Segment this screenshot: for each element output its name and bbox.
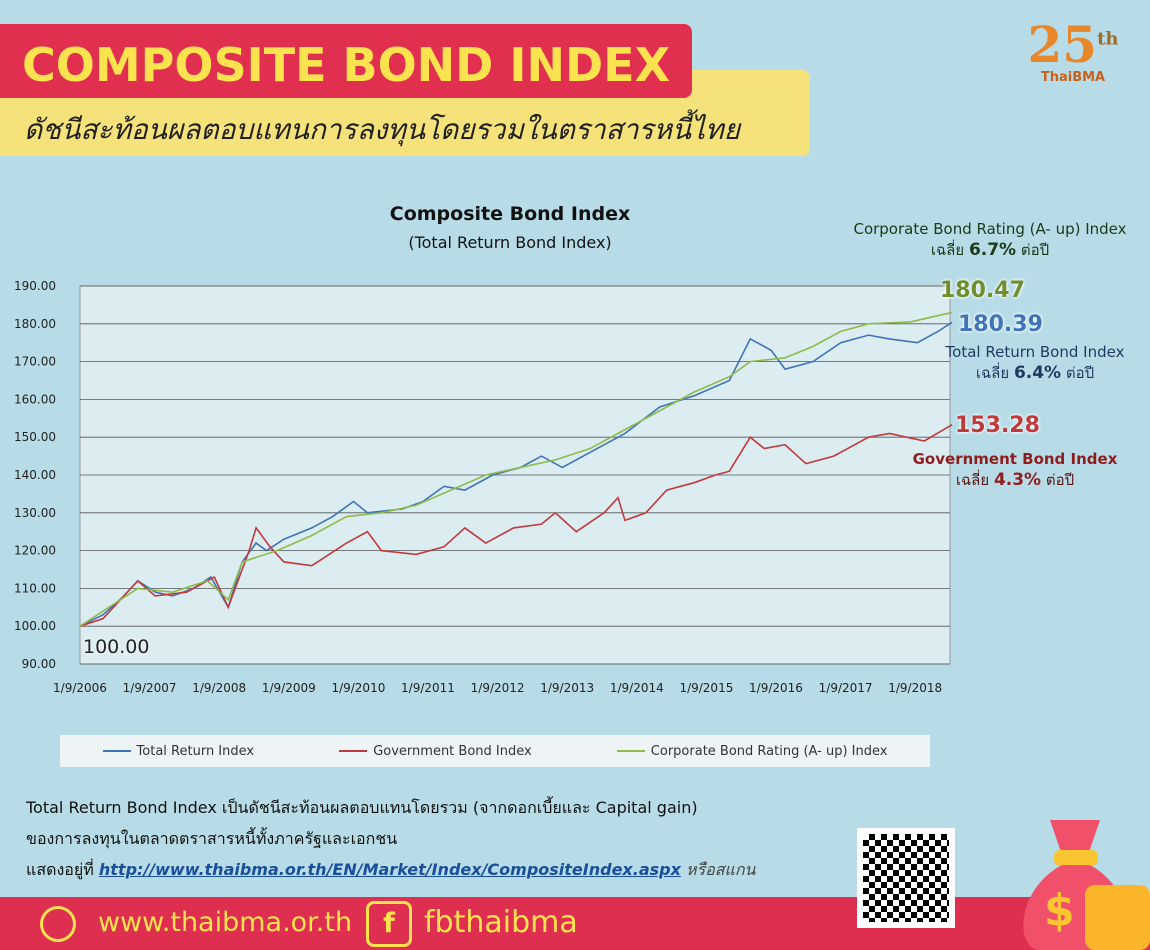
footer-bar: www.thaibma.or.th f fbthaibma xyxy=(0,897,1150,950)
corp-annotation: Corporate Bond Rating (A- up) Index เฉลี… xyxy=(853,220,1127,260)
total-annotation: Total Return Bond Index เฉลี่ย 6.4% ต่อป… xyxy=(945,343,1125,383)
chart-legend: Total Return Index Government Bond Index… xyxy=(60,735,930,767)
facebook-icon: f xyxy=(366,901,412,947)
x-tick-label: 1/9/2013 xyxy=(540,681,594,695)
title-banner: COMPOSITE BOND INDEX xyxy=(0,24,692,98)
chart-title: Composite Bond Index xyxy=(389,203,631,225)
legend-corp: Corporate Bond Rating (A- up) Index xyxy=(616,744,887,759)
x-tick-label: 1/9/2006 xyxy=(53,681,107,695)
legend-gov: Government Bond Index xyxy=(339,744,532,759)
y-tick-label: 150.00 xyxy=(14,430,56,444)
facebook-link[interactable]: fbthaibma xyxy=(424,905,578,940)
y-tick-label: 190.00 xyxy=(14,279,56,293)
y-tick-label: 170.00 xyxy=(14,355,56,369)
x-tick-label: 1/9/2016 xyxy=(749,681,803,695)
x-tick-label: 1/9/2018 xyxy=(888,681,942,695)
gov-last-value: 153.28 xyxy=(955,413,1040,438)
y-tick-label: 180.00 xyxy=(14,317,56,331)
x-tick-label: 1/9/2011 xyxy=(401,681,455,695)
y-tick-label: 160.00 xyxy=(14,392,56,406)
globe-icon xyxy=(40,906,76,942)
x-tick-label: 1/9/2012 xyxy=(471,681,525,695)
legend-total: Total Return Index xyxy=(102,744,254,759)
chart-subtitle: (Total Return Bond Index) xyxy=(408,233,612,252)
corp-last-value: 180.47 xyxy=(940,278,1025,303)
y-tick-label: 120.00 xyxy=(14,544,56,558)
series-line-gov xyxy=(79,424,953,627)
composite-index-link[interactable]: http://www.thaibma.or.th/EN/Market/Index… xyxy=(98,860,681,879)
gov-annotation: Government Bond Index เฉลี่ย 4.3% ต่อปี xyxy=(912,450,1118,490)
x-tick-label: 1/9/2009 xyxy=(262,681,316,695)
y-tick-label: 100.00 xyxy=(14,619,56,633)
series-line-corp xyxy=(79,311,953,627)
x-tick-label: 1/9/2007 xyxy=(123,681,177,695)
line-chart: 90.00 100.00 110.00 120.00 130.00 140.00 150.0… xyxy=(14,279,953,695)
y-tick-label: 130.00 xyxy=(14,506,56,520)
y-tick-label: 140.00 xyxy=(14,468,56,482)
x-tick-label: 1/9/2017 xyxy=(819,681,873,695)
thaibma-25th-logo: 25th ThaiBMA xyxy=(1027,15,1119,86)
x-tick-label: 1/9/2014 xyxy=(610,681,664,695)
x-tick-label: 1/9/2015 xyxy=(679,681,733,695)
y-tick-label: 90.00 xyxy=(22,657,56,671)
total-last-value: 180.39 xyxy=(958,312,1043,337)
svg-text:$: $ xyxy=(1044,885,1075,936)
start-value: 100.00 xyxy=(83,636,150,658)
x-tick-label: 1/9/2010 xyxy=(331,681,385,695)
website-link[interactable]: www.thaibma.or.th xyxy=(98,907,353,938)
money-bag-icon: $ xyxy=(1023,820,1150,950)
qr-code xyxy=(857,828,955,928)
y-tick-label: 110.00 xyxy=(14,581,56,595)
x-tick-label: 1/9/2008 xyxy=(192,681,246,695)
description-note: Total Return Bond Index เป็นดัชนีสะท้อนผ… xyxy=(26,798,756,879)
